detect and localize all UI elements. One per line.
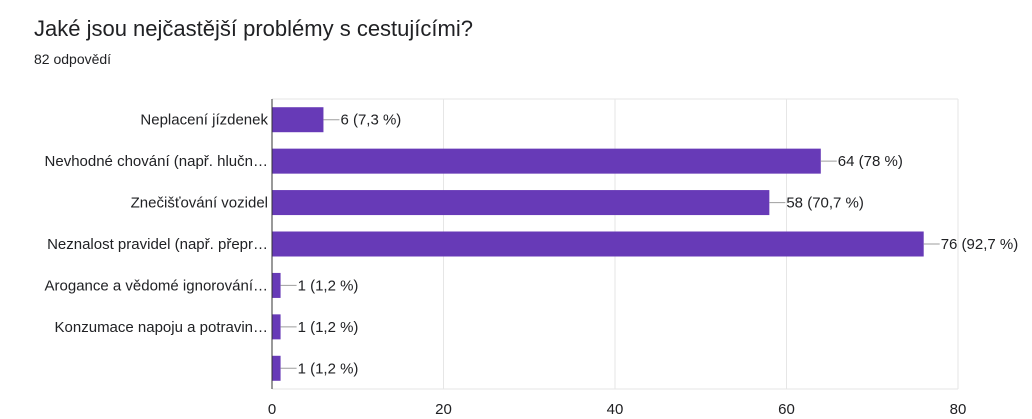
bar (272, 107, 324, 133)
data-label: 76 (92,7 %) (941, 236, 1019, 253)
category-label: Neplacení jízdenek (140, 112, 268, 129)
data-label: 58 (70,7 %) (786, 195, 864, 212)
category-label: Nevhodné chování (např. hlučn… (45, 153, 268, 170)
data-label: 1 (1,2 %) (298, 277, 359, 294)
category-label: Konzumace napoju a potravin… (55, 319, 268, 336)
bar (272, 355, 281, 381)
bar (272, 314, 281, 340)
question-title: Jaké jsou nejčastější problémy s cestují… (34, 16, 473, 41)
x-tick-label: 60 (778, 401, 795, 418)
bar (272, 148, 821, 174)
x-tick-label: 0 (268, 401, 276, 418)
response-count: 82 odpovědí (34, 51, 112, 67)
data-label: 1 (1,2 %) (298, 319, 359, 336)
category-label: Arogance a vědomé ignorování… (45, 277, 268, 294)
data-label: 6 (7,3 %) (340, 112, 401, 129)
bar (272, 190, 770, 216)
category-label: Znečišťování vozidel (131, 195, 268, 212)
data-label: 1 (1,2 %) (298, 360, 359, 377)
x-tick-label: 20 (435, 401, 452, 418)
bar (272, 231, 924, 257)
x-tick-label: 80 (950, 401, 967, 418)
category-label: Neznalost pravidel (např. přepr… (47, 236, 268, 253)
x-tick-label: 40 (607, 401, 624, 418)
bar (272, 272, 281, 298)
data-label: 64 (78 %) (838, 153, 903, 170)
